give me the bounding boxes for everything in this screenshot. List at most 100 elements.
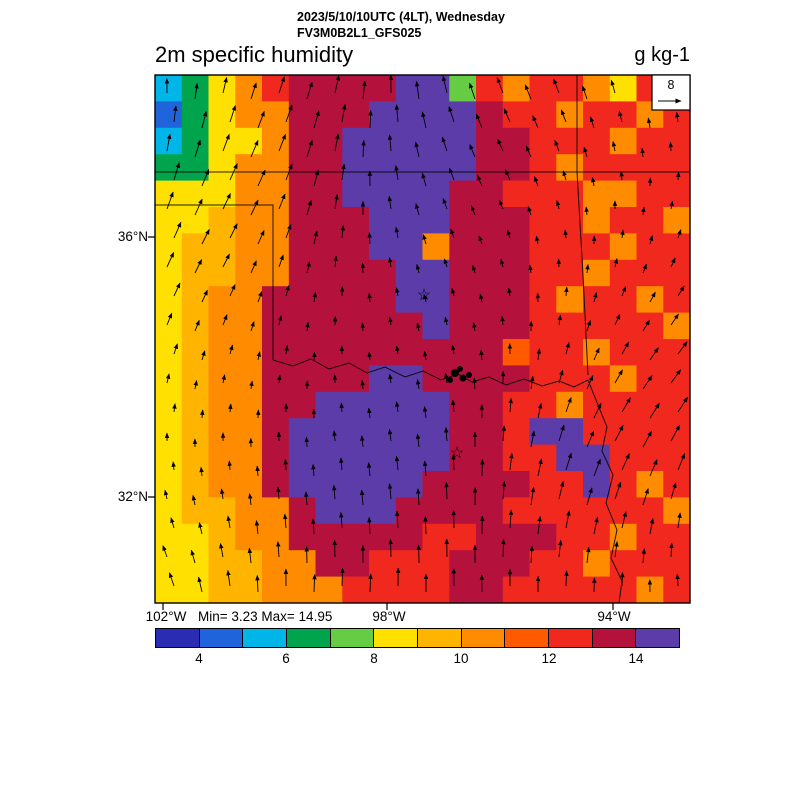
field-cell — [315, 207, 343, 234]
field-cell — [181, 259, 210, 287]
field-cell — [369, 101, 397, 129]
field-cell — [155, 497, 183, 525]
wind-arrow — [194, 139, 201, 158]
wind-arrow — [501, 480, 507, 500]
field-cell — [636, 444, 664, 472]
wind-arrow — [649, 347, 659, 361]
colorbar-segment — [156, 629, 199, 647]
field-cell — [369, 365, 397, 393]
wind-arrow — [311, 518, 316, 535]
field-cell — [556, 418, 584, 446]
wind-arrow — [201, 228, 210, 245]
wind-arrow — [219, 488, 225, 500]
wind-arrow — [166, 251, 175, 268]
wind-arrow — [646, 117, 652, 129]
wind-arrow — [670, 369, 682, 384]
east-oklahoma-border — [576, 171, 589, 376]
x-tick-label-102w: 102°W — [145, 609, 187, 624]
wind-arrow — [557, 314, 562, 326]
field-cell — [315, 418, 343, 446]
field-cell — [476, 444, 504, 472]
map-area: ☆ ☆ 8 — [148, 74, 691, 610]
wind-arrow — [593, 516, 599, 535]
field-cell — [636, 418, 664, 446]
field-cell — [663, 127, 690, 155]
field-cell — [502, 180, 531, 208]
wind-arrow — [394, 455, 400, 471]
field-cell — [609, 180, 638, 208]
field-cell — [395, 523, 424, 551]
field-cell — [369, 75, 397, 102]
wind-arrow — [255, 465, 260, 477]
field-cell — [315, 339, 343, 366]
field-cell — [476, 312, 504, 340]
field-cell — [315, 154, 343, 182]
wind-arrow — [535, 235, 540, 245]
wind-arrow — [201, 110, 208, 129]
field-cell — [342, 576, 370, 603]
wind-arrow — [194, 319, 200, 332]
wind-arrow — [194, 83, 199, 100]
field-cell — [235, 550, 263, 578]
wind-arrow — [621, 453, 630, 471]
field-cell — [208, 259, 236, 287]
field-cell — [155, 339, 183, 366]
field-cell — [476, 391, 504, 419]
wind-arrow — [367, 351, 372, 361]
field-cell — [262, 339, 290, 366]
field-cell — [369, 444, 397, 472]
field-cell — [502, 471, 531, 498]
station-star-icon: ☆ — [450, 445, 464, 462]
field-cell — [395, 127, 424, 155]
wind-arrow — [415, 263, 421, 274]
field-cell — [342, 391, 370, 419]
wind-arrow — [285, 163, 293, 181]
colorbar-tick-6: 6 — [282, 651, 290, 666]
field-cell — [315, 180, 343, 208]
wind-arrow — [193, 380, 198, 390]
field-cell — [636, 154, 664, 182]
field-cell — [556, 233, 584, 261]
field-cell — [342, 180, 370, 208]
wind-arrow — [677, 285, 685, 297]
wind-arrow — [585, 264, 590, 274]
field-cell — [235, 154, 263, 182]
field-cell — [529, 391, 557, 419]
wind-arrow — [367, 292, 372, 303]
field-cell — [449, 180, 477, 208]
humidity-map-svg: ☆ ☆ 8 — [148, 74, 691, 610]
wind-arrow — [553, 78, 560, 94]
wind-arrow — [555, 200, 561, 210]
field-cell — [395, 339, 424, 366]
wind-arrow — [593, 402, 602, 419]
wind-arrow — [560, 109, 567, 123]
wind-arrow — [614, 425, 624, 442]
field-cell — [369, 391, 397, 419]
field-cell — [288, 365, 317, 393]
wind-arrow — [649, 459, 658, 477]
wind-arrow — [648, 235, 654, 245]
wind-arrow — [166, 191, 174, 210]
field-cell — [155, 471, 183, 498]
wind-arrow — [226, 515, 231, 529]
field-cell — [262, 154, 290, 182]
colorbar — [155, 628, 680, 648]
field-cell — [181, 391, 210, 419]
field-cell — [583, 550, 611, 578]
wind-arrow — [537, 402, 543, 419]
field-cell — [342, 471, 370, 498]
field-cell — [288, 101, 317, 129]
field-cell — [529, 286, 557, 314]
wind-arrow — [441, 75, 448, 94]
wind-arrow — [620, 571, 625, 587]
wind-arrow — [394, 104, 400, 123]
field-cell — [315, 576, 343, 603]
field-cell — [663, 207, 690, 234]
field-cell — [476, 75, 504, 102]
wind-arrow — [334, 133, 340, 152]
wind-arrow — [257, 290, 263, 303]
field-cell — [502, 312, 531, 340]
wind-arrow — [670, 257, 676, 268]
field-cell — [609, 259, 638, 287]
field-cell — [369, 497, 397, 525]
